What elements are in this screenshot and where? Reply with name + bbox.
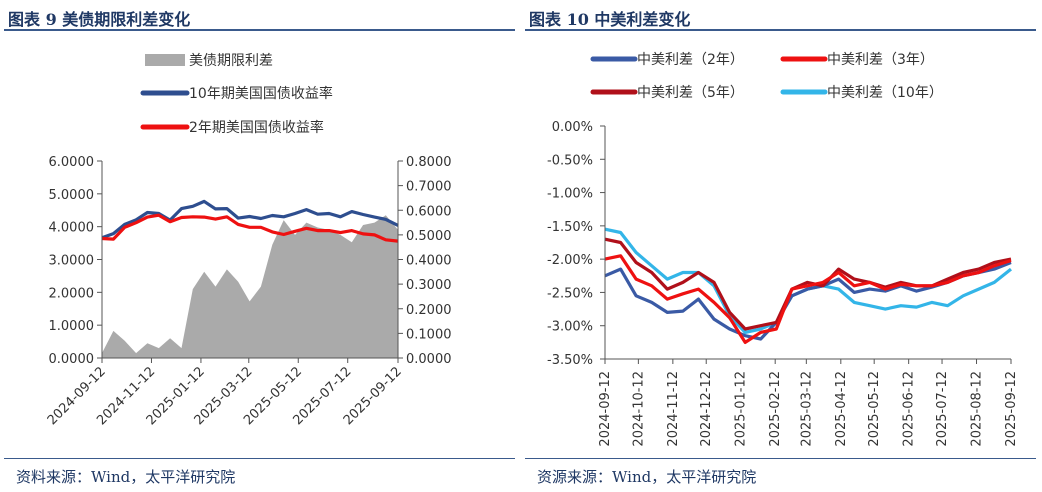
y-tick-label: -1.50% bbox=[547, 220, 593, 235]
series-line-1 bbox=[101, 213, 399, 243]
y-right-tick-label: 0.0000 bbox=[406, 352, 452, 367]
y-right-tick-label: 0.1000 bbox=[406, 327, 452, 342]
y-right-tick-label: 0.5000 bbox=[406, 229, 452, 244]
y-left-tick-label: 5.0000 bbox=[49, 188, 95, 203]
right-bottom-rule bbox=[525, 458, 1036, 459]
y-left-tick-label: 6.0000 bbox=[49, 155, 95, 170]
y-left-tick-label: 3.0000 bbox=[49, 254, 95, 269]
y-tick-label: -2.50% bbox=[547, 286, 593, 301]
y-left-tick-label: 1.0000 bbox=[49, 319, 95, 334]
y-tick-label: -0.50% bbox=[547, 153, 593, 168]
x-tick-label: 2025-09-12 bbox=[1004, 371, 1019, 447]
legend-swatch-spread bbox=[145, 54, 185, 66]
legend-label-1: 10年期美国国债收益率 bbox=[189, 85, 333, 102]
y-right-tick-label: 0.3000 bbox=[406, 278, 452, 293]
right-chart-svg: 中美利差（2年） 中美利差（3年） 中美利差（5年） 中美利差（10年） 0.00% -0… bbox=[547, 52, 1019, 447]
y-left-tick-label: 2.0000 bbox=[49, 286, 95, 301]
legend-label-0: 美债期限利差 bbox=[189, 53, 273, 69]
x-tick-label: 2025-08-12 bbox=[970, 371, 985, 447]
left-chart-svg: 美债期限利差 10年期美国国债收益率 2年期美国国债收益率 0.0000 1.0000 2… bbox=[45, 53, 452, 428]
left-source-note: 资料来源：Wind，太平洋研究院 bbox=[16, 468, 236, 486]
legend-label-2: 2年期美国国债收益率 bbox=[189, 119, 324, 136]
x-tick-label: 2025-01-12 bbox=[734, 371, 749, 447]
series-line-0 bbox=[604, 261, 1012, 341]
x-tick-label: 2025-04-12 bbox=[834, 371, 849, 447]
right-chart-title: 图表 10 中美利差变化 bbox=[529, 10, 691, 29]
left-chart-title: 图表 9 美债期限利差变化 bbox=[8, 10, 191, 29]
x-tick-label: 2025-06-12 bbox=[902, 371, 917, 447]
x-tick-label: 2025-07-12 bbox=[935, 371, 950, 447]
y-right-tick-label: 0.8000 bbox=[406, 155, 452, 170]
series-area-spread bbox=[102, 215, 398, 358]
y-right-tick-label: 0.6000 bbox=[406, 204, 452, 219]
x-tick-label: 2024-11-12 bbox=[666, 371, 681, 447]
y-right-tick-label: 0.7000 bbox=[406, 180, 452, 195]
x-tick-label: 2025-02-12 bbox=[768, 371, 783, 447]
right-chart-panel: 图表 10 中美利差变化 中美利差（2年） 中美利差（3年） 中美利差（5年） 中美利… bbox=[521, 0, 1042, 492]
series-line-1 bbox=[604, 254, 1012, 344]
legend-label-3: 中美利差（10年） bbox=[827, 85, 943, 101]
right-title-rule bbox=[525, 29, 1036, 31]
y-tick-label: -1.00% bbox=[547, 187, 593, 202]
y-tick-label: 0.00% bbox=[552, 120, 593, 135]
legend-label-2: 中美利差（5年） bbox=[637, 85, 744, 101]
y-tick-label: -3.00% bbox=[547, 320, 593, 335]
series-line-2 bbox=[604, 237, 1012, 331]
x-tick-label: 2025-03-12 bbox=[799, 371, 814, 447]
right-source-note: 资源来源：Wind，太平洋研究院 bbox=[537, 468, 757, 486]
x-tick-label: 2025-05-12 bbox=[867, 371, 882, 447]
legend-label-0: 中美利差（2年） bbox=[637, 52, 744, 68]
legend-label-1: 中美利差（3年） bbox=[827, 52, 934, 68]
y-right-tick-label: 0.4000 bbox=[406, 254, 452, 269]
left-title-rule bbox=[4, 29, 515, 31]
y-tick-label: -3.50% bbox=[547, 353, 593, 368]
left-bottom-rule bbox=[4, 458, 515, 459]
y-tick-label: -2.00% bbox=[547, 253, 593, 268]
x-tick-label: 2024-12-12 bbox=[699, 371, 714, 447]
y-left-tick-label: 0.0000 bbox=[49, 352, 95, 367]
y-right-tick-label: 0.2000 bbox=[406, 303, 452, 318]
x-tick-label: 2024-09-12 bbox=[598, 371, 613, 447]
series-line-0 bbox=[101, 199, 399, 240]
x-tick-label: 2024-10-12 bbox=[631, 371, 646, 447]
left-chart-panel: 图表 9 美债期限利差变化 美债期限利差 10年期美国国债收益率 2年期美国国债收益… bbox=[4, 10, 515, 486]
y-left-tick-label: 4.0000 bbox=[49, 221, 95, 236]
